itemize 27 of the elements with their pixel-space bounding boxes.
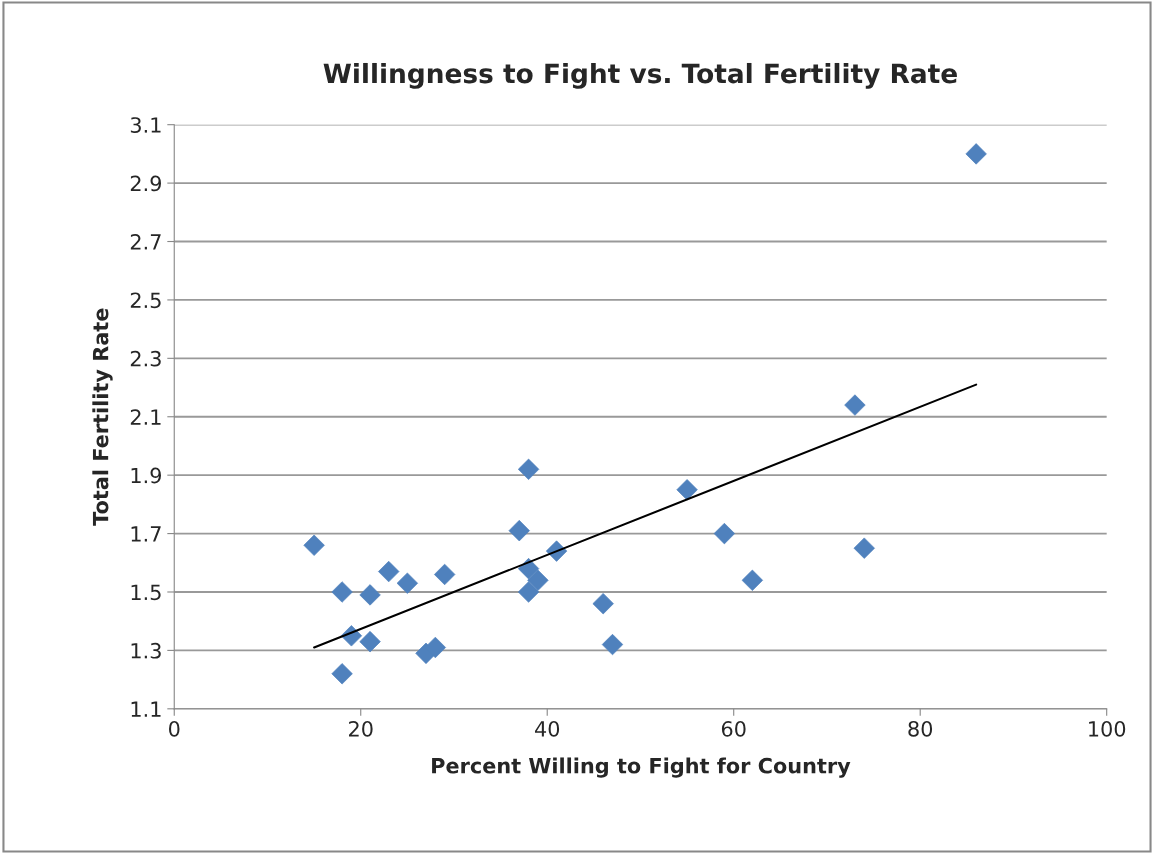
y-tick-label: 1.5 xyxy=(131,584,161,601)
y-tick-label: 2.7 xyxy=(130,233,161,250)
point xyxy=(517,458,540,480)
x-axis-title: Percent Willing to Fight for Country xyxy=(432,757,851,778)
y-tick-label: 2.5 xyxy=(130,292,161,309)
point xyxy=(601,633,624,656)
x-tick-label: 40 xyxy=(534,720,560,737)
chart-title: Willingness to Fight vs. Total Fertility Rate xyxy=(323,62,957,89)
y-tick-label: 1.3 xyxy=(131,642,161,659)
x-tick-label: 80 xyxy=(908,720,933,737)
point xyxy=(359,630,381,653)
point xyxy=(592,593,614,615)
y-tick-label: 1.9 xyxy=(131,467,161,484)
x-tick-label: 0 xyxy=(169,720,180,737)
y-tick-label: 2.9 xyxy=(130,175,161,192)
y-axis-title: Total Fertility Rate xyxy=(92,308,113,526)
y-tick-label: 2.1 xyxy=(130,409,161,425)
x-tick-label: 100 xyxy=(1089,720,1126,737)
y-tick-label: 1.7 xyxy=(131,526,161,542)
y-tick-label: 3.1 xyxy=(130,117,161,133)
y-tick-label: 1.1 xyxy=(131,701,161,717)
y-tick-label: 2.3 xyxy=(130,350,161,367)
x-tick-label: 60 xyxy=(721,720,746,737)
point xyxy=(713,522,736,545)
x-tick-label: 20 xyxy=(349,720,373,737)
point xyxy=(844,394,866,416)
point xyxy=(359,584,381,606)
